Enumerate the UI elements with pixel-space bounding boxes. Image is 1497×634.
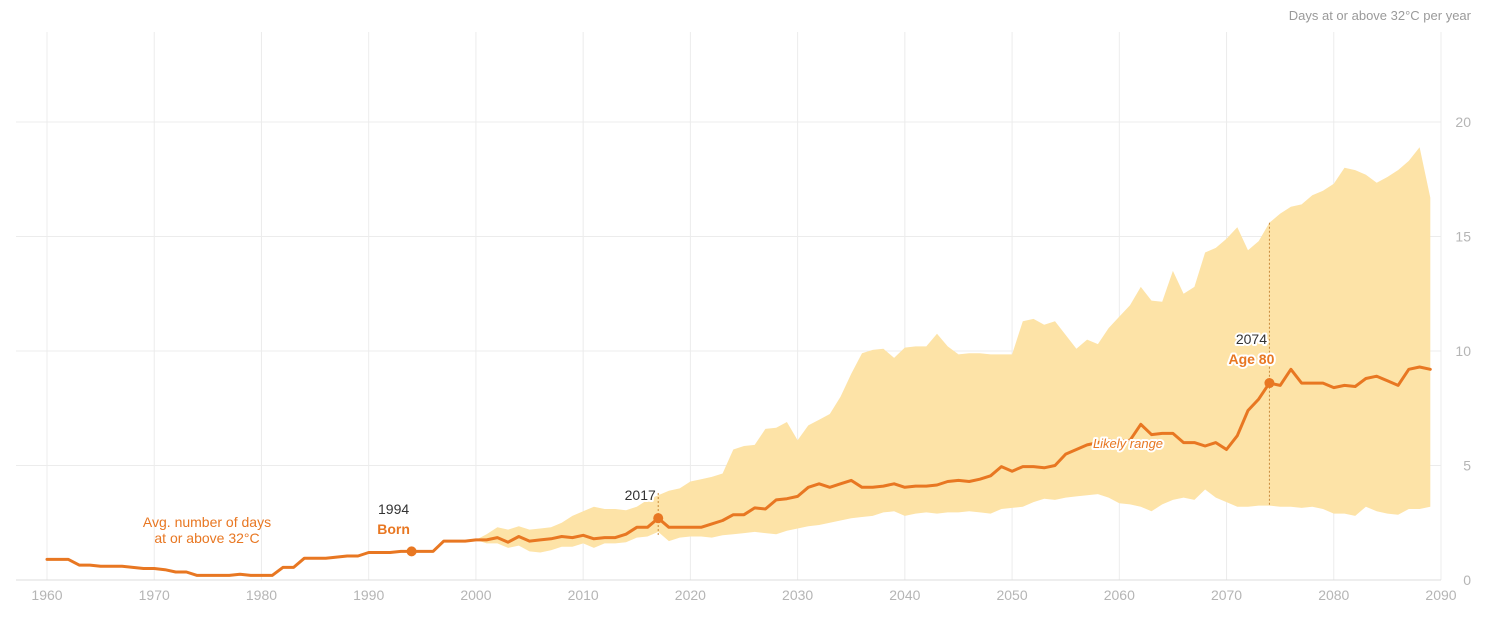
annotation-marker-2017 [653,513,664,524]
y-tick-label: 0 [1463,572,1471,588]
annotation-markers-layer: 1994 Born 2017 2074 Age 80 [375,329,1277,557]
x-tick-label: 2050 [996,587,1027,603]
average-line-layer [45,365,1432,577]
annotation-year-2074: 2074 [1236,331,1267,347]
annotation-sublabel-2074: Age 80 [1228,351,1274,367]
x-tick-label: 2030 [782,587,813,603]
x-tick-label: 2060 [1104,587,1135,603]
x-tick-label: 1970 [139,587,170,603]
x-tick-label: 2020 [675,587,706,603]
x-tick-label: 2010 [568,587,599,603]
y-tick-label: 10 [1455,343,1471,359]
y-tick-label: 5 [1463,458,1471,474]
annotation-sublabel-1994: Born [377,521,410,537]
x-tick-label: 1980 [246,587,277,603]
likely-range-band [475,147,1431,553]
average-days-line [45,365,1432,577]
y-axis: 0 5 10 15 20 [1455,114,1471,588]
x-axis: 1960 1970 1980 1990 2000 2010 2020 2030 2040 2050… [31,587,1456,603]
x-tick-label: 2070 [1211,587,1242,603]
annotation-year-2017: 2017 [625,487,656,503]
x-tick-label: 2080 [1318,587,1349,603]
series-label-likely-range: Likely range [1093,436,1163,451]
x-tick-label: 1960 [31,587,62,603]
annotation-marker-1994 [406,546,417,557]
series-label-average-line1: Avg. number of days [143,514,271,530]
x-tick-label: 2040 [889,587,920,603]
series-label-average-line2: at or above 32°C [154,530,259,546]
x-tick-label: 2000 [460,587,491,603]
likely-range-band-layer [475,147,1431,553]
unit-label: Days at or above 32°C per year [1289,8,1472,23]
y-tick-label: 20 [1455,114,1471,130]
x-tick-label: 2090 [1425,587,1456,603]
x-tick-label: 1990 [353,587,384,603]
y-tick-label: 15 [1455,229,1471,245]
annotation-year-1994: 1994 [378,501,409,517]
annotation-marker-2074 [1264,378,1275,389]
